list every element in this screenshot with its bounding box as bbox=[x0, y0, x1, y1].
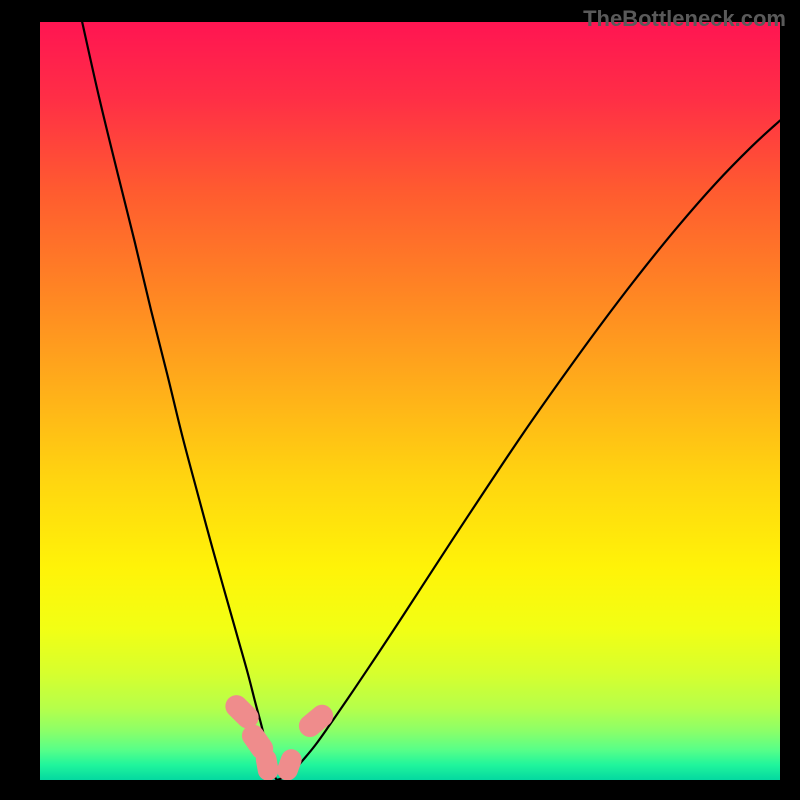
watermark-text: TheBottleneck.com bbox=[583, 6, 786, 32]
bottleneck-chart bbox=[40, 22, 780, 780]
gradient-background bbox=[40, 22, 780, 780]
chart-svg bbox=[40, 22, 780, 780]
